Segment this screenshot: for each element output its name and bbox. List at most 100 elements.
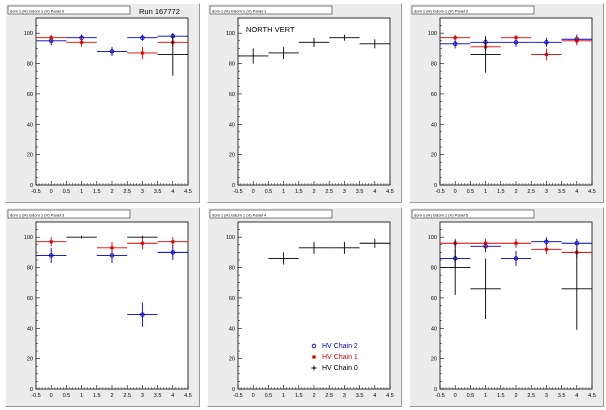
panel-3: dom 1 (H) Gdom 1 (V) Panel 3 0 20 40 60 80 100… <box>5 207 200 407</box>
circle-marker <box>574 241 580 246</box>
data-point <box>127 46 158 59</box>
x-tick-label: -0.5 <box>31 393 40 399</box>
x-tick-label: -0.5 <box>435 189 444 195</box>
y-tick-label: 20 <box>27 357 33 363</box>
y-tick-label: 0 <box>30 183 33 189</box>
x-tick-label: 1 <box>80 189 83 195</box>
star-marker <box>49 239 54 244</box>
x-tick-label: 2.5 <box>123 189 131 195</box>
x-tick-label: 1 <box>484 189 487 195</box>
x-tick-label: 1.5 <box>497 393 505 399</box>
data-point <box>157 33 188 76</box>
panel-title: dom 1 (H) Gdom 1 (V) Panel 1 <box>212 9 267 14</box>
x-tick-label: 2.5 <box>527 189 535 195</box>
run-label: Run 167772 <box>139 7 180 16</box>
y-tick-label: 0 <box>434 183 437 189</box>
y-tick-label: 20 <box>431 357 437 363</box>
x-tick-label: 3 <box>343 189 346 195</box>
x-tick-label: 2.5 <box>123 393 131 399</box>
data-point <box>36 34 67 41</box>
y-tick-label: 40 <box>431 326 437 332</box>
panel-title: dom 1 (H) Gdom 1 (V) Panel 4 <box>212 213 267 218</box>
x-tick-label: 1 <box>282 393 285 399</box>
y-tick-label: 40 <box>431 122 437 128</box>
x-tick-label: 1.5 <box>497 189 505 195</box>
x-tick-label: 2 <box>514 393 517 399</box>
star-marker <box>514 241 518 246</box>
y-tick-label: 0 <box>232 387 235 393</box>
x-tick-label: 0.5 <box>467 393 475 399</box>
x-tick-label: 0 <box>454 393 457 399</box>
y-tick-label: 20 <box>229 357 235 363</box>
data-point <box>470 258 501 320</box>
x-tick-label: -0.5 <box>233 189 242 195</box>
panel-title: dom 1 (H) Gdom 1 (V) Panel 5 <box>414 213 469 218</box>
x-tick-label: 0.5 <box>265 189 273 195</box>
y-tick-label: 80 <box>229 62 235 68</box>
x-tick-label: 4.5 <box>588 393 596 399</box>
circle-marker <box>452 41 458 47</box>
legend-label: HV Chain 0 <box>322 365 358 372</box>
x-tick-label: 0.5 <box>265 393 273 399</box>
x-tick-label: 4.5 <box>386 393 394 399</box>
x-tick-label: 4.5 <box>386 189 394 195</box>
y-tick-label: 60 <box>431 296 437 302</box>
x-tick-label: 0 <box>50 393 53 399</box>
data-point <box>127 302 158 327</box>
x-tick-label: 0 <box>252 393 255 399</box>
star-marker <box>170 239 175 244</box>
circle-marker <box>48 253 54 258</box>
y-tick-label: 100 <box>428 31 437 37</box>
star-marker <box>514 35 518 40</box>
data-point <box>329 34 360 41</box>
x-tick-label: 4.5 <box>588 189 596 195</box>
y-tick-label: 60 <box>27 92 33 98</box>
y-tick-label: 80 <box>27 266 33 272</box>
y-tick-label: 20 <box>27 153 33 159</box>
panel-title: dom 1 (H) Gdom 1 (V) Panel 3 <box>10 213 65 218</box>
circle-marker <box>544 239 549 244</box>
data-point <box>440 240 471 295</box>
x-tick-label: 1.5 <box>93 393 101 399</box>
panel-title: dom 1 (H) Gdom 1 (V) Panel 2 <box>414 9 469 14</box>
y-tick-label: 60 <box>431 92 437 98</box>
data-point <box>329 241 360 254</box>
data-point <box>96 241 128 254</box>
star-marker <box>140 50 145 55</box>
data-point <box>268 252 299 265</box>
x-tick-label: 3.5 <box>356 393 364 399</box>
x-tick-label: 0.5 <box>467 189 475 195</box>
y-tick-label: 40 <box>27 326 33 332</box>
x-tick-label: 3.5 <box>154 189 162 195</box>
data-point <box>238 48 269 64</box>
x-tick-label: -0.5 <box>435 393 444 399</box>
title-box <box>209 5 333 15</box>
x-tick-label: 2 <box>110 393 113 399</box>
data-point <box>531 48 562 61</box>
data-point <box>440 34 471 41</box>
x-tick-label: 2 <box>514 189 517 195</box>
x-tick-label: 2.5 <box>325 393 333 399</box>
y-tick-label: 60 <box>229 296 235 302</box>
x-tick-label: 2 <box>312 393 315 399</box>
x-tick-label: 1.5 <box>93 189 101 195</box>
y-tick-label: 100 <box>428 235 437 241</box>
star-marker <box>453 35 458 40</box>
plot-frame <box>439 221 593 390</box>
y-tick-label: 60 <box>229 92 235 98</box>
y-tick-label: 20 <box>431 153 437 159</box>
x-tick-label: 3.5 <box>154 393 162 399</box>
data-point <box>157 237 188 247</box>
y-tick-label: 40 <box>229 122 235 128</box>
star-marker <box>574 38 579 43</box>
data-point <box>470 36 501 73</box>
panel-1: dom 1 (H) Gdom 1 (V) Panel 1 0 20 40 60 80 100… <box>207 3 402 203</box>
x-tick-label: 2 <box>312 189 315 195</box>
x-tick-label: -0.5 <box>31 189 40 195</box>
plot-svg: dom 1 (H) Gdom 1 (V) Panel 5020406080100… <box>411 209 596 399</box>
x-tick-label: 3 <box>343 393 346 399</box>
data-point <box>298 241 330 254</box>
x-tick-label: 1.5 <box>295 189 303 195</box>
plot-svg: dom 1 (H) Gdom 1 (V) Panel 4020406080100… <box>209 209 394 399</box>
x-tick-label: 4 <box>171 393 174 399</box>
